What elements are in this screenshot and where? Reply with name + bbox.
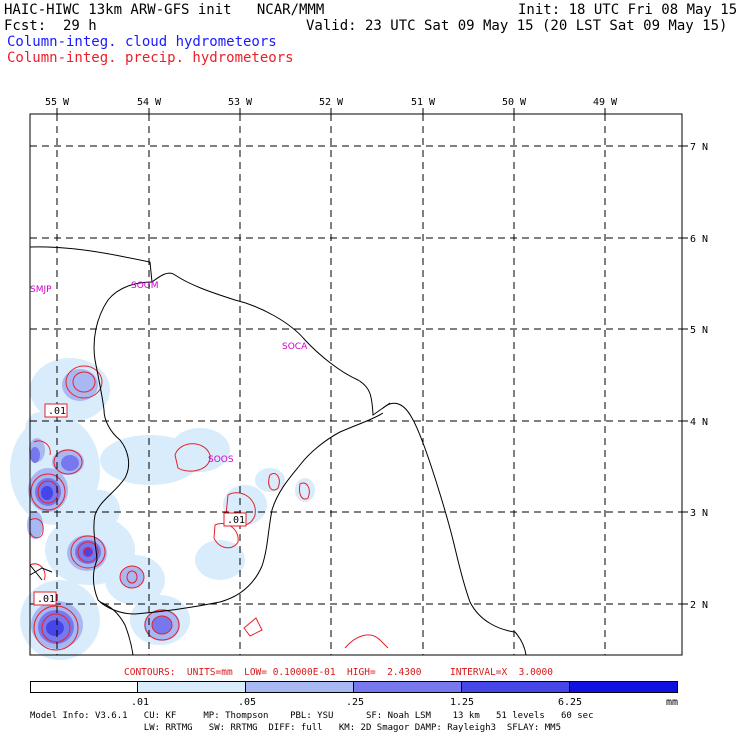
latitude-labels: 7 N 6 N 5 N 4 N 3 N 2 N bbox=[690, 142, 708, 611]
longitude-labels: 55 W 54 W 53 W 52 W 51 W 50 W 49 W bbox=[45, 97, 618, 108]
model-info-line-2: LW: RRTMG SW: RRTMG DIFF: full KM: 2D Sm… bbox=[30, 723, 562, 733]
colorbar-bin-3 bbox=[245, 681, 354, 693]
plot-title: HAIC-HIWC 13km ARW-GFS init NCAR/MMM bbox=[4, 2, 325, 18]
cloud-field-title: Column-integ. cloud hydrometeors bbox=[7, 34, 277, 50]
colorbar-units: mm bbox=[666, 697, 679, 708]
contours-info: CONTOURS: UNITS=mm LOW= 0.10000E-01 HIGH… bbox=[124, 667, 553, 678]
station-soca: SOCA bbox=[282, 342, 308, 352]
precip-contours bbox=[29, 365, 389, 651]
contour-label: .01 bbox=[227, 515, 245, 526]
coastlines bbox=[29, 246, 527, 656]
station-sogm: SOGM bbox=[131, 281, 159, 291]
colorbar-bin-5 bbox=[461, 681, 570, 693]
lat-label: 4 N bbox=[690, 417, 708, 428]
precip-field-title: Column-integ. precip. hydrometeors bbox=[7, 50, 294, 66]
colorbar-tick: .25 bbox=[346, 697, 365, 708]
tick-marks bbox=[56, 108, 688, 605]
lat-label: 3 N bbox=[690, 508, 708, 519]
lon-label: 49 W bbox=[593, 97, 618, 108]
lat-label: 7 N bbox=[690, 142, 708, 153]
colorbar-tick: 6.25 bbox=[558, 697, 583, 708]
model-info-line-1: Model Info: V3.6.1 CU: KF MP: Thompson P… bbox=[30, 711, 594, 721]
lon-label: 54 W bbox=[137, 97, 162, 108]
forecast-hour: 29 h bbox=[63, 18, 97, 34]
lat-label: 2 N bbox=[690, 600, 708, 611]
station-soos: SOOS bbox=[208, 455, 234, 465]
lon-label: 52 W bbox=[319, 97, 344, 108]
colorbar-bin-2 bbox=[137, 681, 246, 693]
lon-label: 51 W bbox=[411, 97, 436, 108]
colorbar-bin-4 bbox=[353, 681, 462, 693]
lat-lon-grid bbox=[30, 114, 682, 655]
lat-label: 6 N bbox=[690, 234, 708, 245]
lon-label: 53 W bbox=[228, 97, 253, 108]
contour-label: .01 bbox=[48, 406, 66, 417]
forecast-label: Fcst: bbox=[4, 18, 47, 34]
lon-label: 55 W bbox=[45, 97, 70, 108]
station-smjp: SMJP bbox=[30, 285, 52, 295]
contour-value-labels: .01 .01 .01 bbox=[33, 403, 247, 606]
station-labels: SMJP SOGM SOCA SOOS bbox=[30, 281, 308, 465]
lon-label: 50 W bbox=[502, 97, 527, 108]
init-time: Init: 18 UTC Fri 08 May 15 bbox=[518, 2, 738, 18]
colorbar-bin-6 bbox=[569, 681, 678, 693]
valid-time: Valid: 23 UTC Sat 09 May 15 (20 LST Sat … bbox=[306, 18, 728, 34]
colorbar-tick: .01 bbox=[131, 697, 150, 708]
cloud-shading bbox=[10, 358, 315, 660]
lat-label: 5 N bbox=[690, 325, 708, 336]
colorbar-bin-1 bbox=[30, 681, 138, 693]
colorbar-tick: .05 bbox=[238, 697, 257, 708]
map-frame bbox=[29, 113, 683, 656]
contour-label: .01 bbox=[37, 594, 55, 605]
colorbar-tick: 1.25 bbox=[450, 697, 475, 708]
